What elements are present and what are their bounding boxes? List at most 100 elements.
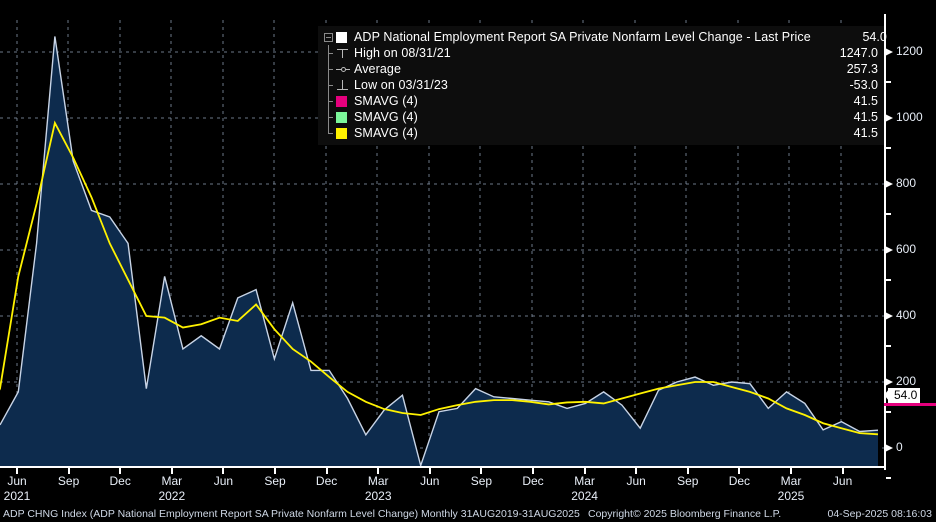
tree-branch	[322, 77, 336, 93]
tree-hline	[328, 69, 333, 70]
legend-item-value: 41.5	[853, 110, 878, 124]
sma-line-yellow	[0, 120, 879, 436]
collapse-box-icon[interactable]	[324, 33, 333, 42]
y-tick-label-600: 600	[896, 242, 917, 256]
tree-hline	[328, 133, 333, 134]
y-tick-minor-500	[886, 279, 891, 281]
x-tick-label: Jun	[420, 474, 440, 488]
footer-timestamp: 04-Sep-2025 08:16:03	[827, 508, 932, 520]
x-tick-label: Jun	[213, 474, 234, 488]
legend-item-value: 41.5	[853, 126, 878, 140]
y-tick-arrow-200	[885, 378, 893, 386]
price-tag-underline	[884, 403, 936, 406]
chart-legend[interactable]: ADP National Employment Report SA Privat…	[318, 26, 887, 145]
price-line	[0, 36, 879, 466]
last-price-tag[interactable]: 54.0	[884, 388, 936, 406]
x-tick	[16, 468, 18, 474]
x-tick	[790, 468, 792, 474]
legend-row[interactable]: High on 08/31/21 1247.0	[318, 45, 884, 61]
y-tick-label-800: 800	[896, 176, 917, 190]
tree-branch	[322, 45, 336, 61]
y-axis-spine	[884, 14, 886, 470]
legend-row[interactable]: Average 257.3	[318, 61, 884, 77]
legend-swatch-wrap	[336, 109, 354, 125]
chart-footer: ADP CHNG Index (ADP National Employment …	[0, 506, 936, 522]
footer-copyright: Copyright© 2025 Bloomberg Finance L.P.	[588, 508, 782, 520]
tree-hline	[328, 85, 333, 86]
x-tick	[67, 468, 70, 474]
y-tick-label-200: 200	[896, 374, 917, 388]
y-axis: 1200 1000 800 600 400 200 0 54.0	[884, 0, 936, 479]
average-marker-icon	[336, 62, 350, 76]
color-swatch-icon	[336, 127, 347, 139]
x-tick-label: Sep	[470, 474, 493, 488]
x-tick-label: Jun	[832, 474, 853, 488]
x-tick	[738, 468, 741, 474]
x-tick-label: Dec	[522, 474, 544, 488]
price-tag-value: 54.0	[888, 388, 921, 403]
tree-branch	[322, 61, 336, 77]
y-tick-arrow-1200	[885, 48, 893, 56]
x-tick	[170, 468, 173, 474]
legend-swatch-wrap	[336, 61, 354, 77]
x-tick	[583, 468, 586, 474]
y-tick-minor-700	[886, 213, 891, 215]
x-axis-year-label: 2024	[571, 489, 598, 503]
color-swatch-icon	[336, 31, 347, 43]
x-tick-label: Mar	[367, 474, 389, 488]
x-tick	[532, 468, 534, 474]
tree-hline	[328, 117, 333, 118]
y-tick-minor-900	[886, 147, 891, 149]
x-axis-year-label: 2023	[364, 489, 392, 503]
legend-item-label: Low on 03/31/23	[354, 78, 448, 92]
y-tick-arrow-1000	[885, 114, 893, 122]
x-tick	[325, 468, 328, 474]
legend-swatch-wrap	[336, 45, 354, 61]
x-tick	[119, 468, 122, 474]
legend-row[interactable]: SMAVG (4) 41.5	[318, 109, 884, 125]
legend-row[interactable]: Low on 03/31/23 -53.0	[318, 77, 884, 93]
y-tick-arrow-0	[885, 444, 893, 452]
low-marker-icon	[336, 78, 350, 92]
y-tick-minor-300	[886, 345, 891, 347]
y-tick-arrow-800	[885, 180, 893, 188]
legend-item-label: SMAVG (4)	[354, 126, 418, 140]
legend-swatch-wrap	[336, 77, 354, 93]
x-axis-spine	[0, 466, 884, 468]
x-tick	[377, 468, 380, 474]
x-tick	[841, 468, 844, 474]
y-tick-label-0: 0	[896, 440, 903, 454]
tree-hline	[328, 53, 333, 54]
tree-branch	[322, 93, 336, 109]
x-axis-year-label: 2021	[3, 489, 31, 503]
y-tick-label-400: 400	[896, 308, 917, 322]
tree-toggle-icon[interactable]	[322, 29, 336, 45]
x-tick	[222, 468, 225, 474]
x-tick-label: Sep	[677, 474, 699, 488]
x-tick-label: Dec	[728, 474, 751, 488]
legend-item-label: SMAVG (4)	[354, 94, 418, 108]
x-tick-label: Mar	[574, 474, 595, 488]
legend-item-value: 54.0	[862, 30, 887, 44]
x-tick	[635, 468, 638, 474]
legend-item-value: -53.0	[849, 78, 879, 92]
legend-row[interactable]: ADP National Employment Report SA Privat…	[318, 29, 887, 45]
y-tick-label-1200: 1200	[896, 44, 923, 58]
tree-branch	[322, 109, 336, 125]
tree-hline	[328, 101, 333, 102]
legend-row[interactable]: SMAVG (4) 41.5	[318, 125, 884, 141]
y-tick-minor-neg100	[886, 477, 891, 479]
legend-item-value: 1247.0	[839, 46, 878, 60]
x-tick-label: Dec	[315, 474, 338, 488]
x-tick-label: Sep	[57, 474, 80, 488]
legend-item-label: High on 08/31/21	[354, 46, 451, 60]
x-tick-label: Sep	[264, 474, 286, 488]
legend-swatch-wrap	[336, 29, 354, 45]
legend-item-label: SMAVG (4)	[354, 110, 418, 124]
legend-row[interactable]: SMAVG (4) 41.5	[318, 93, 884, 109]
y-tick-arrow-400	[885, 312, 893, 320]
x-axis-year-label: 2022	[158, 489, 186, 503]
price-area	[0, 36, 878, 466]
chart-canvas	[0, 20, 884, 466]
x-tick-label: Mar	[161, 474, 183, 488]
